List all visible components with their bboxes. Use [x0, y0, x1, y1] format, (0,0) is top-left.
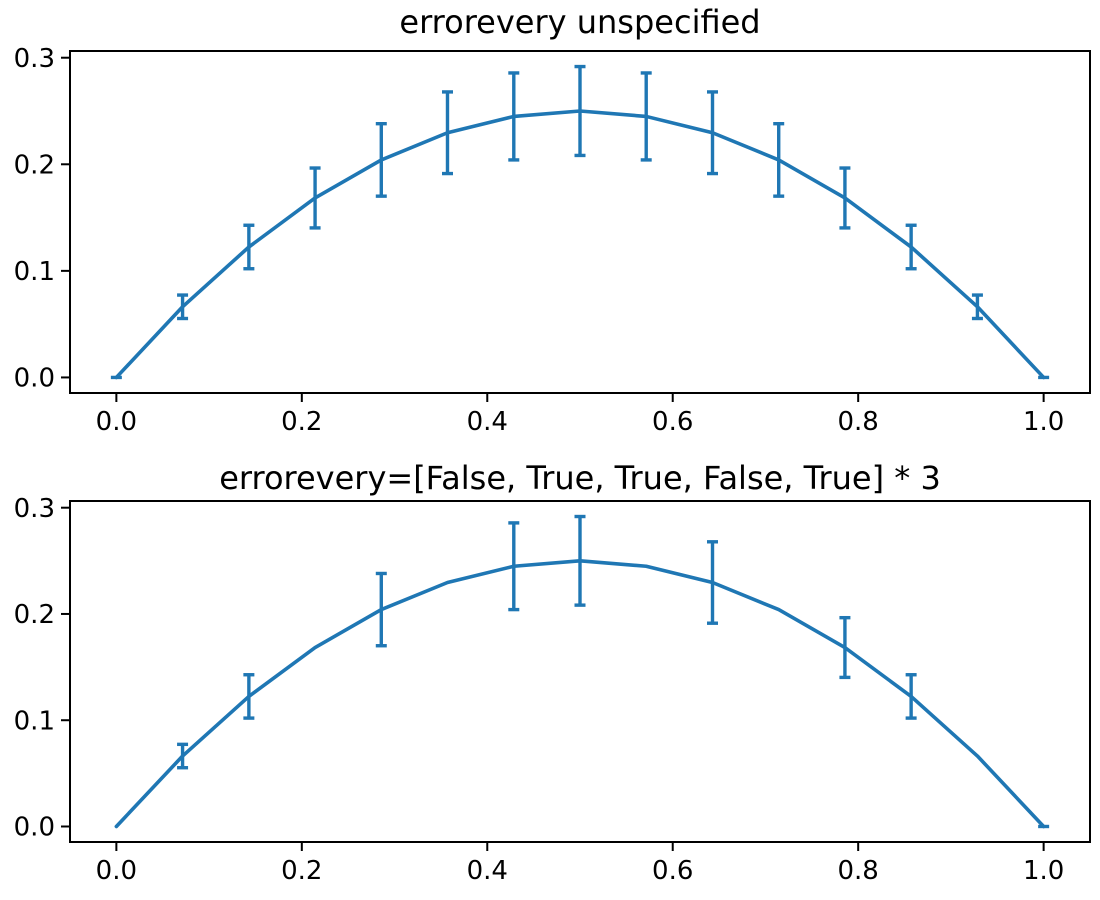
x-tick-label: 0.4	[467, 407, 508, 437]
y-tick-label: 0.2	[14, 600, 55, 630]
x-tick-label: 0.8	[838, 407, 879, 437]
y-tick-label: 0.0	[14, 813, 55, 843]
x-tick-label: 0.6	[652, 407, 693, 437]
axes-frame	[69, 500, 1091, 843]
y-tick-label: 0.3	[14, 494, 55, 524]
y-tick-label: 0.1	[14, 257, 55, 287]
axes-frame	[69, 50, 1091, 394]
y-tick-label: 0.3	[14, 44, 55, 74]
subplot-2-title: errorevery=[False, True, True, False, Tr…	[219, 459, 941, 497]
x-tick-label: 0.4	[467, 856, 508, 886]
x-tick-label: 0.2	[281, 407, 322, 437]
x-tick-label: 1.0	[1023, 407, 1064, 437]
data-line	[114, 559, 1046, 829]
subplot-1: 0.0 0.2 0.4 0.6 0.8 1.0 0.0 0.1 0.2 0.3	[14, 44, 1091, 437]
x-tick-label: 1.0	[1023, 856, 1064, 886]
y-tick-label: 0.2	[14, 150, 55, 180]
x-tick-label: 0.2	[281, 856, 322, 886]
x-tick-label: 0.6	[652, 856, 693, 886]
x-tick-label: 0.0	[96, 856, 137, 886]
error-bars	[110, 64, 1050, 380]
y-tick-label: 0.0	[14, 364, 55, 394]
x-tick-label: 0.0	[96, 407, 137, 437]
subplot-1-title: errorevery unspecified	[399, 3, 761, 41]
data-line	[114, 109, 1046, 380]
subplot-2: 0.0 0.2 0.4 0.6 0.8 1.0 0.0 0.1 0.2 0.3	[14, 494, 1091, 886]
x-tick-label: 0.8	[838, 856, 879, 886]
y-tick-label: 0.1	[14, 706, 55, 736]
